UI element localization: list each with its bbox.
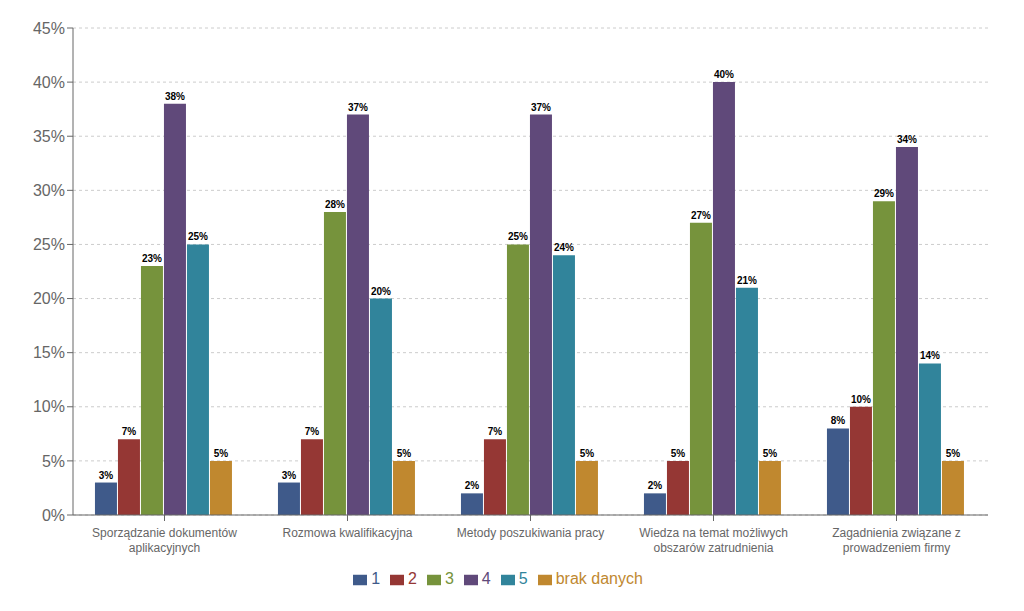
svg-text:20%: 20% <box>33 290 65 307</box>
svg-text:25%: 25% <box>188 231 208 242</box>
svg-text:Sporządzanie dokumentówaplikac: Sporządzanie dokumentówaplikacyjnych <box>92 526 237 555</box>
html-text:1: 1 <box>371 570 380 587</box>
svg-text:21%: 21% <box>737 275 757 286</box>
svg-text:28%: 28% <box>325 199 345 210</box>
svg-text:34%: 34% <box>897 134 917 145</box>
svg-text:2%: 2% <box>648 480 663 491</box>
svg-text:25%: 25% <box>33 236 65 253</box>
svg-text:Zagadnienia związane zprowadze: Zagadnienia związane zprowadzeniem firmy <box>832 526 961 555</box>
svg-text:35%: 35% <box>33 128 65 145</box>
svg-text:5%: 5% <box>42 453 65 470</box>
svg-text:29%: 29% <box>874 188 894 199</box>
svg-text:25%: 25% <box>508 231 528 242</box>
svg-text:8%: 8% <box>831 415 846 426</box>
svg-text:37%: 37% <box>348 102 368 113</box>
svg-text:5%: 5% <box>946 448 961 459</box>
html-text:3: 3 <box>445 570 454 587</box>
html-text:2: 2 <box>408 570 417 587</box>
svg-text:5%: 5% <box>763 448 778 459</box>
html-text:5: 5 <box>518 570 528 587</box>
svg-text:40%: 40% <box>33 74 65 91</box>
svg-text:5%: 5% <box>214 448 229 459</box>
svg-text:Wiedza na temat możliwychobsza: Wiedza na temat możliwychobszarów zatrud… <box>639 526 788 555</box>
svg-text:5%: 5% <box>671 448 686 459</box>
svg-text:7%: 7% <box>305 426 320 437</box>
svg-text:27%: 27% <box>691 210 711 221</box>
svg-text:40%: 40% <box>714 69 734 80</box>
html-text:brak danych: brak danych <box>555 570 643 587</box>
svg-text:10%: 10% <box>851 394 871 405</box>
svg-text:37%: 37% <box>531 102 551 113</box>
svg-text:20%: 20% <box>371 286 391 297</box>
svg-text:10%: 10% <box>33 398 65 415</box>
svg-text:7%: 7% <box>488 426 503 437</box>
svg-text:3%: 3% <box>282 470 297 481</box>
svg-text:14%: 14% <box>920 350 940 361</box>
svg-text:2%: 2% <box>465 480 480 491</box>
svg-text:30%: 30% <box>33 182 65 199</box>
svg-text:24%: 24% <box>554 242 574 253</box>
svg-text:15%: 15% <box>33 344 65 361</box>
svg-text:0%: 0% <box>42 507 65 524</box>
svg-text:5%: 5% <box>580 448 595 459</box>
html-text:4: 4 <box>481 570 491 587</box>
svg-text:23%: 23% <box>142 253 162 264</box>
svg-text:45%: 45% <box>33 20 65 37</box>
svg-text:Metody poszukiwania pracy: Metody poszukiwania pracy <box>457 526 604 540</box>
svg-text:38%: 38% <box>165 91 185 102</box>
svg-text:7%: 7% <box>122 426 137 437</box>
svg-text:Rozmowa kwalifikacyjna: Rozmowa kwalifikacyjna <box>282 526 412 540</box>
svg-text:5%: 5% <box>397 448 412 459</box>
svg-text:3%: 3% <box>99 470 114 481</box>
